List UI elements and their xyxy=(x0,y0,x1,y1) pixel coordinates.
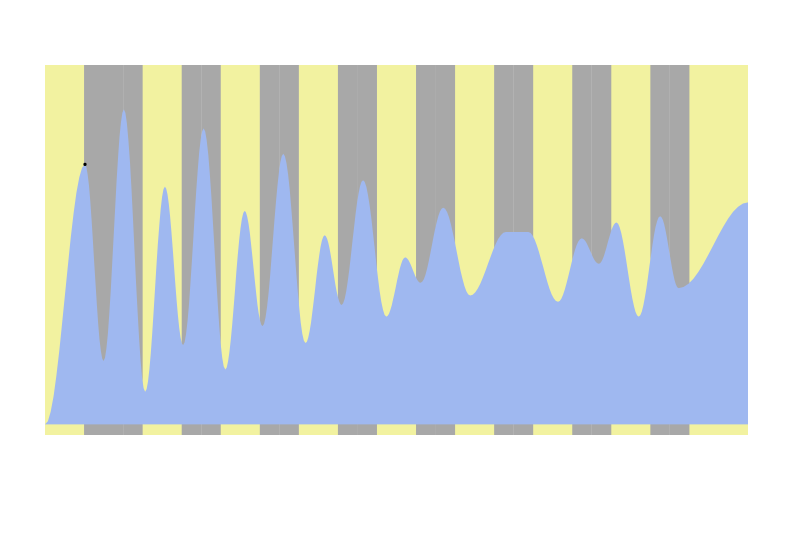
tide-chart: { "title": "Denpasar (max. tidal range 3… xyxy=(0,0,793,539)
tide-chart-svg xyxy=(0,0,793,539)
tide-point xyxy=(83,163,86,166)
